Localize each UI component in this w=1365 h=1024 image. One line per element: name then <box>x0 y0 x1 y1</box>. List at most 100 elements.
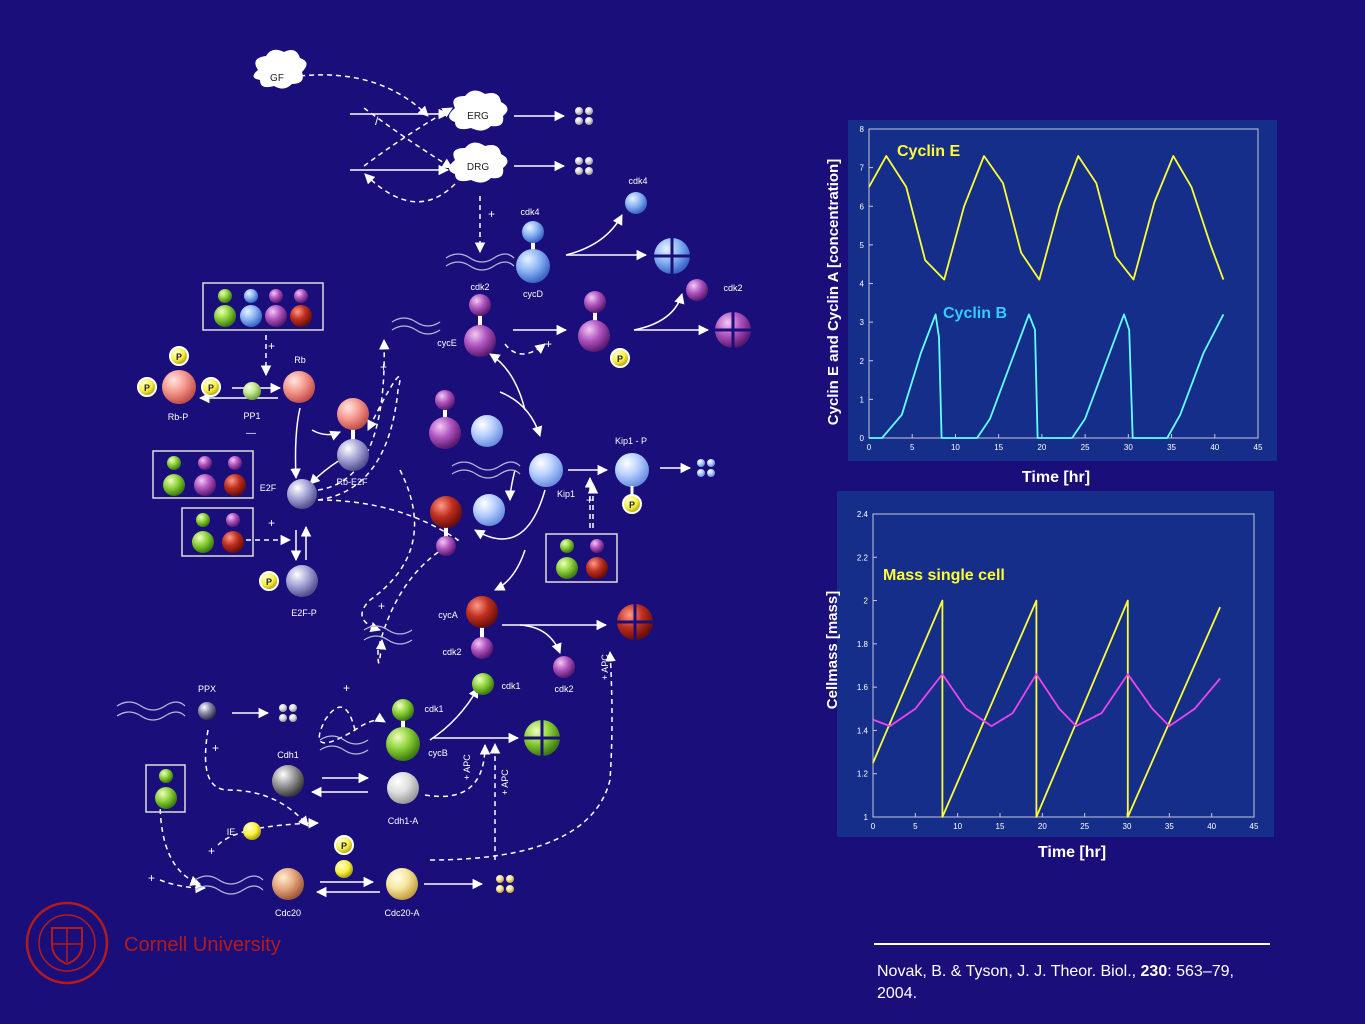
ie-phospho: P <box>334 835 354 878</box>
e2f-phospho: P E2F-P <box>259 565 318 618</box>
plot1-xtick-label: 5 <box>910 443 915 452</box>
cdh1 <box>272 765 304 797</box>
cdk2-cyce-phospho-complex: P <box>578 291 630 368</box>
citation-authors: Novak, B. & Tyson, J. J. Theor. Biol., <box>877 963 1141 980</box>
plot2-series-line-1 <box>872 673 1221 727</box>
erg-label: ERG <box>467 111 489 122</box>
cdk2-free-2 <box>553 656 575 678</box>
synthesis-squiggles <box>116 253 521 895</box>
pp1 <box>243 382 261 400</box>
plot2-ytick-label: 1.8 <box>857 640 869 649</box>
cdk2-label: cdk2 <box>442 647 461 657</box>
plot2-xtick-label: 0 <box>871 822 876 831</box>
phospho-label: P <box>617 354 623 364</box>
cyca-label: cycA <box>438 610 458 620</box>
plus-sign: + <box>148 871 155 885</box>
plus-sign: + <box>212 741 219 755</box>
cornell-seal-icon <box>25 901 109 985</box>
cdk4-label: cdk4 <box>520 207 539 217</box>
plot1-xtick-label: 30 <box>1124 443 1133 452</box>
degraded-cycd <box>654 238 690 274</box>
plot1-ytick-label: 6 <box>860 202 865 211</box>
cell-cycle-network-diagram: GF ERG DRG <box>116 49 751 918</box>
plot2-ytick-label: 1.6 <box>857 683 869 692</box>
degraded-kip1p <box>697 459 715 477</box>
plot2-ytick-label: 2 <box>864 597 869 606</box>
plot1-ytick-label: 7 <box>860 164 865 173</box>
phospho-label: P <box>144 383 150 393</box>
e2f-kinase-group-box <box>152 450 254 499</box>
cdc20-active <box>386 868 418 900</box>
plot1-xtick-label: 10 <box>951 443 960 452</box>
plot1-series-line-0 <box>868 155 1225 281</box>
plot1-series <box>868 155 1225 439</box>
plot2-xtick-label: 45 <box>1250 822 1259 831</box>
phospho-label: P <box>176 352 182 362</box>
citation-year: 2004. <box>877 985 918 1002</box>
plus-sign: + <box>488 207 495 221</box>
cdk2-free-label-1: cdk2 <box>723 283 742 293</box>
plot1-ylabel: Cyclin E and Cyclin A [concentration] <box>825 159 842 425</box>
plot2-axes <box>872 513 1255 818</box>
plot1-ytick-label: 8 <box>860 125 865 134</box>
pp1-label: PP1 <box>243 411 260 421</box>
plot1-xtick-label: 0 <box>867 443 872 452</box>
ie-label: IE <box>227 827 236 837</box>
regulation-arrows <box>159 74 616 894</box>
plot2-xtick-label: 10 <box>953 822 962 831</box>
kip1-kinase-group-icons <box>556 539 608 579</box>
plus-sign: + <box>586 493 593 507</box>
kip1-phospho: P Kip1 - P <box>615 436 649 514</box>
degraded-cdc20 <box>496 875 514 893</box>
cdk1-cycb-box <box>145 764 186 813</box>
cornell-wordmark: Cornell University <box>124 934 281 956</box>
plot2-ytick-label: 1 <box>864 813 869 822</box>
plus-sign: + <box>268 339 275 353</box>
cdc20a-label: Cdc20-A <box>384 908 419 918</box>
drg-label: DRG <box>467 162 489 173</box>
cdk2-free-label-2: cdk2 <box>554 684 573 694</box>
gf-cloud: GF <box>253 49 307 89</box>
cyclin-cdk-group-icons <box>214 289 312 327</box>
plot2-ytick-label: 1.4 <box>857 726 869 735</box>
ie <box>243 822 261 840</box>
plus-sign: + <box>380 360 387 374</box>
drg-cloud: DRG <box>449 142 508 183</box>
cyce-label: cycE <box>437 338 457 348</box>
plot2-xtick-label: 5 <box>913 822 918 831</box>
cdk2-cyce-complex: cdk2 cycE <box>437 282 496 357</box>
rb-label: Rb <box>294 355 306 365</box>
plot2-ytick-label: 2.4 <box>857 510 869 519</box>
rbe2f-label: Rb-E2F <box>336 477 368 487</box>
plot2-panel <box>837 491 1274 837</box>
plot1-ytick-label: 0 <box>860 434 865 443</box>
plot2-xtick-label: 30 <box>1123 822 1132 831</box>
cdk4-free-label: cdk4 <box>628 176 647 186</box>
erg-cloud: ERG <box>449 90 508 131</box>
plot1-xtick-label: 35 <box>1167 443 1176 452</box>
cycb-label: cycB <box>428 748 448 758</box>
plot1-panel <box>848 120 1277 461</box>
phospho-label: P <box>629 500 635 510</box>
rb <box>283 371 315 403</box>
cdh1-label: Cdh1 <box>277 750 299 760</box>
plot2-series <box>872 599 1221 818</box>
degraded-ppx <box>279 704 297 722</box>
cyclin-e-label: Cyclin E <box>897 143 960 160</box>
degradation-products <box>279 107 715 893</box>
cornell-logo: Cornell University <box>25 901 281 985</box>
rb-e2f-complex: Rb-E2F <box>336 398 369 487</box>
plus-sign: + <box>545 337 552 351</box>
cdk4-free <box>625 192 647 214</box>
apc-label: + APC <box>600 654 610 680</box>
cdh1-active <box>387 772 419 804</box>
cdc20-label: Cdc20 <box>275 908 301 918</box>
e2f-kinase-group-icons <box>163 456 246 496</box>
e2f-activator-group-icons <box>192 513 244 553</box>
phospho-label: P <box>266 577 272 587</box>
e2f <box>287 479 317 509</box>
degraded-erg <box>575 107 593 125</box>
minus-sign: — <box>246 428 256 439</box>
plot2-xtick-label: 40 <box>1207 822 1216 831</box>
